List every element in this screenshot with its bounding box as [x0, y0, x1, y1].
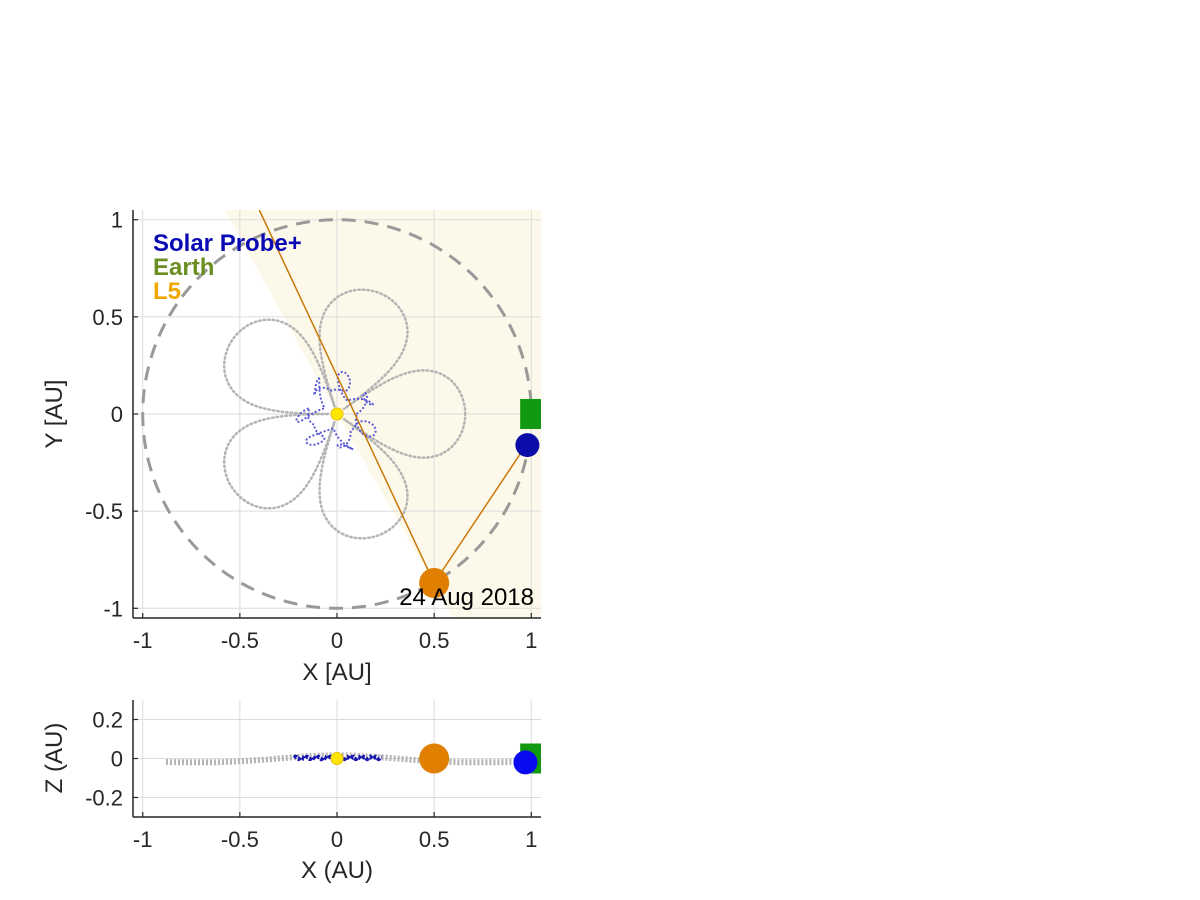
- legend-entry: Solar Probe+: [153, 230, 302, 257]
- xz-solar-probe-marker: [513, 750, 538, 775]
- xy-markers: [330, 399, 541, 599]
- x-tick-label: 0: [331, 628, 343, 653]
- x-tick-label: -0.5: [221, 628, 259, 653]
- z-tick-label: -0.2: [85, 786, 123, 811]
- z-axis-label: Z (AU): [41, 723, 68, 794]
- y-tick-label: -0.5: [85, 499, 123, 524]
- x-axis-label: X [AU]: [302, 659, 371, 686]
- legend-entry: L5: [153, 278, 181, 305]
- y-tick-label: 1: [111, 208, 123, 233]
- legend-entry: Earth: [153, 254, 214, 281]
- xz-axes: -1 -0.5 0 0.5 1 -0.2 0 0.2: [85, 700, 541, 852]
- date-label: 24 Aug 2018: [399, 584, 534, 611]
- z-tick-label: 0.2: [92, 708, 123, 733]
- x-tick-label: 0: [331, 827, 343, 852]
- xy-axes: -1 -0.5 0 0.5 1 -1 -0.5 0 0.5 1: [85, 208, 541, 653]
- x-tick-label: -0.5: [221, 827, 259, 852]
- x-tick-label: 0.5: [419, 628, 450, 653]
- shaded-sector: [224, 210, 541, 618]
- xz-tracks: [166, 752, 526, 766]
- x-tick-label: 0.5: [419, 827, 450, 852]
- x-axis-label-bottom: X (AU): [301, 857, 373, 884]
- x-tick-label: 1: [525, 628, 537, 653]
- xy-sun-marker: [330, 407, 344, 421]
- xy-plot-area: [133, 210, 541, 618]
- xz-orbit-plot: -1 -0.5 0 0.5 1 -0.2 0 0.2 X (AU) Z (AU): [41, 700, 541, 884]
- z-tick-label: 0: [111, 747, 123, 772]
- y-tick-label: 0: [111, 402, 123, 427]
- y-tick-label: 0.5: [92, 305, 123, 330]
- y-tick-label: -1: [103, 596, 123, 621]
- y-axis-label: Y [AU]: [41, 380, 68, 449]
- x-tick-label: 1: [525, 827, 537, 852]
- xz-l5-marker: [419, 743, 450, 774]
- xz-sun-marker: [330, 752, 344, 765]
- spacecraft-track-side: [292, 754, 383, 762]
- xy-solar-probe-marker: [515, 433, 540, 458]
- xy-orbit-plot: -1 -0.5 0 0.5 1 -1 -0.5 0 0.5 1 Solar Probe+Earth…: [41, 208, 541, 686]
- xy-tracks: [222, 288, 467, 540]
- xz-markers: [330, 743, 541, 775]
- xz-grid: [133, 700, 541, 817]
- xy-l5-marker: [419, 568, 450, 599]
- xz-plot-area: [133, 700, 541, 817]
- relative-track: [222, 288, 467, 540]
- spacecraft-track: [295, 370, 377, 451]
- x-tick-label: -1: [133, 827, 153, 852]
- relative-track-side: [166, 752, 526, 766]
- xy-earth-marker: [520, 399, 541, 429]
- x-tick-label: -1: [133, 628, 153, 653]
